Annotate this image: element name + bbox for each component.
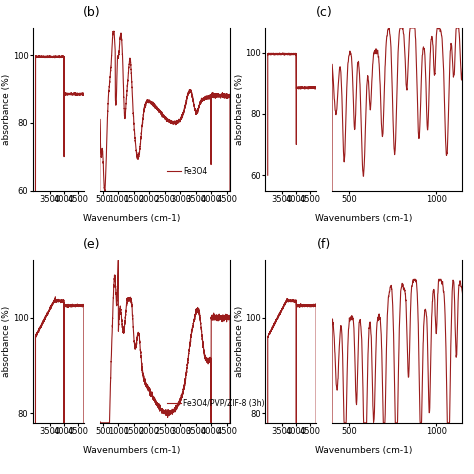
Text: Wavenumbers (cm-1): Wavenumbers (cm-1) xyxy=(82,446,180,455)
Text: Wavenumbers (cm-1): Wavenumbers (cm-1) xyxy=(315,446,412,455)
Text: Wavenumbers (cm-1): Wavenumbers (cm-1) xyxy=(315,214,412,223)
Y-axis label: absorbance (%): absorbance (%) xyxy=(235,73,244,145)
Y-axis label: absorbance (%): absorbance (%) xyxy=(2,306,11,377)
Text: Fe3O4/PVP/ZIF-8 (3h): Fe3O4/PVP/ZIF-8 (3h) xyxy=(183,399,264,408)
Text: (e): (e) xyxy=(83,238,100,251)
Text: (f): (f) xyxy=(317,238,331,251)
Y-axis label: absorbance (%): absorbance (%) xyxy=(2,73,11,145)
Text: Fe3O4: Fe3O4 xyxy=(183,166,207,175)
Text: (c): (c) xyxy=(316,6,332,18)
Text: (b): (b) xyxy=(83,6,100,18)
Text: Wavenumbers (cm-1): Wavenumbers (cm-1) xyxy=(82,214,180,223)
Y-axis label: absorbance (%): absorbance (%) xyxy=(235,306,244,377)
